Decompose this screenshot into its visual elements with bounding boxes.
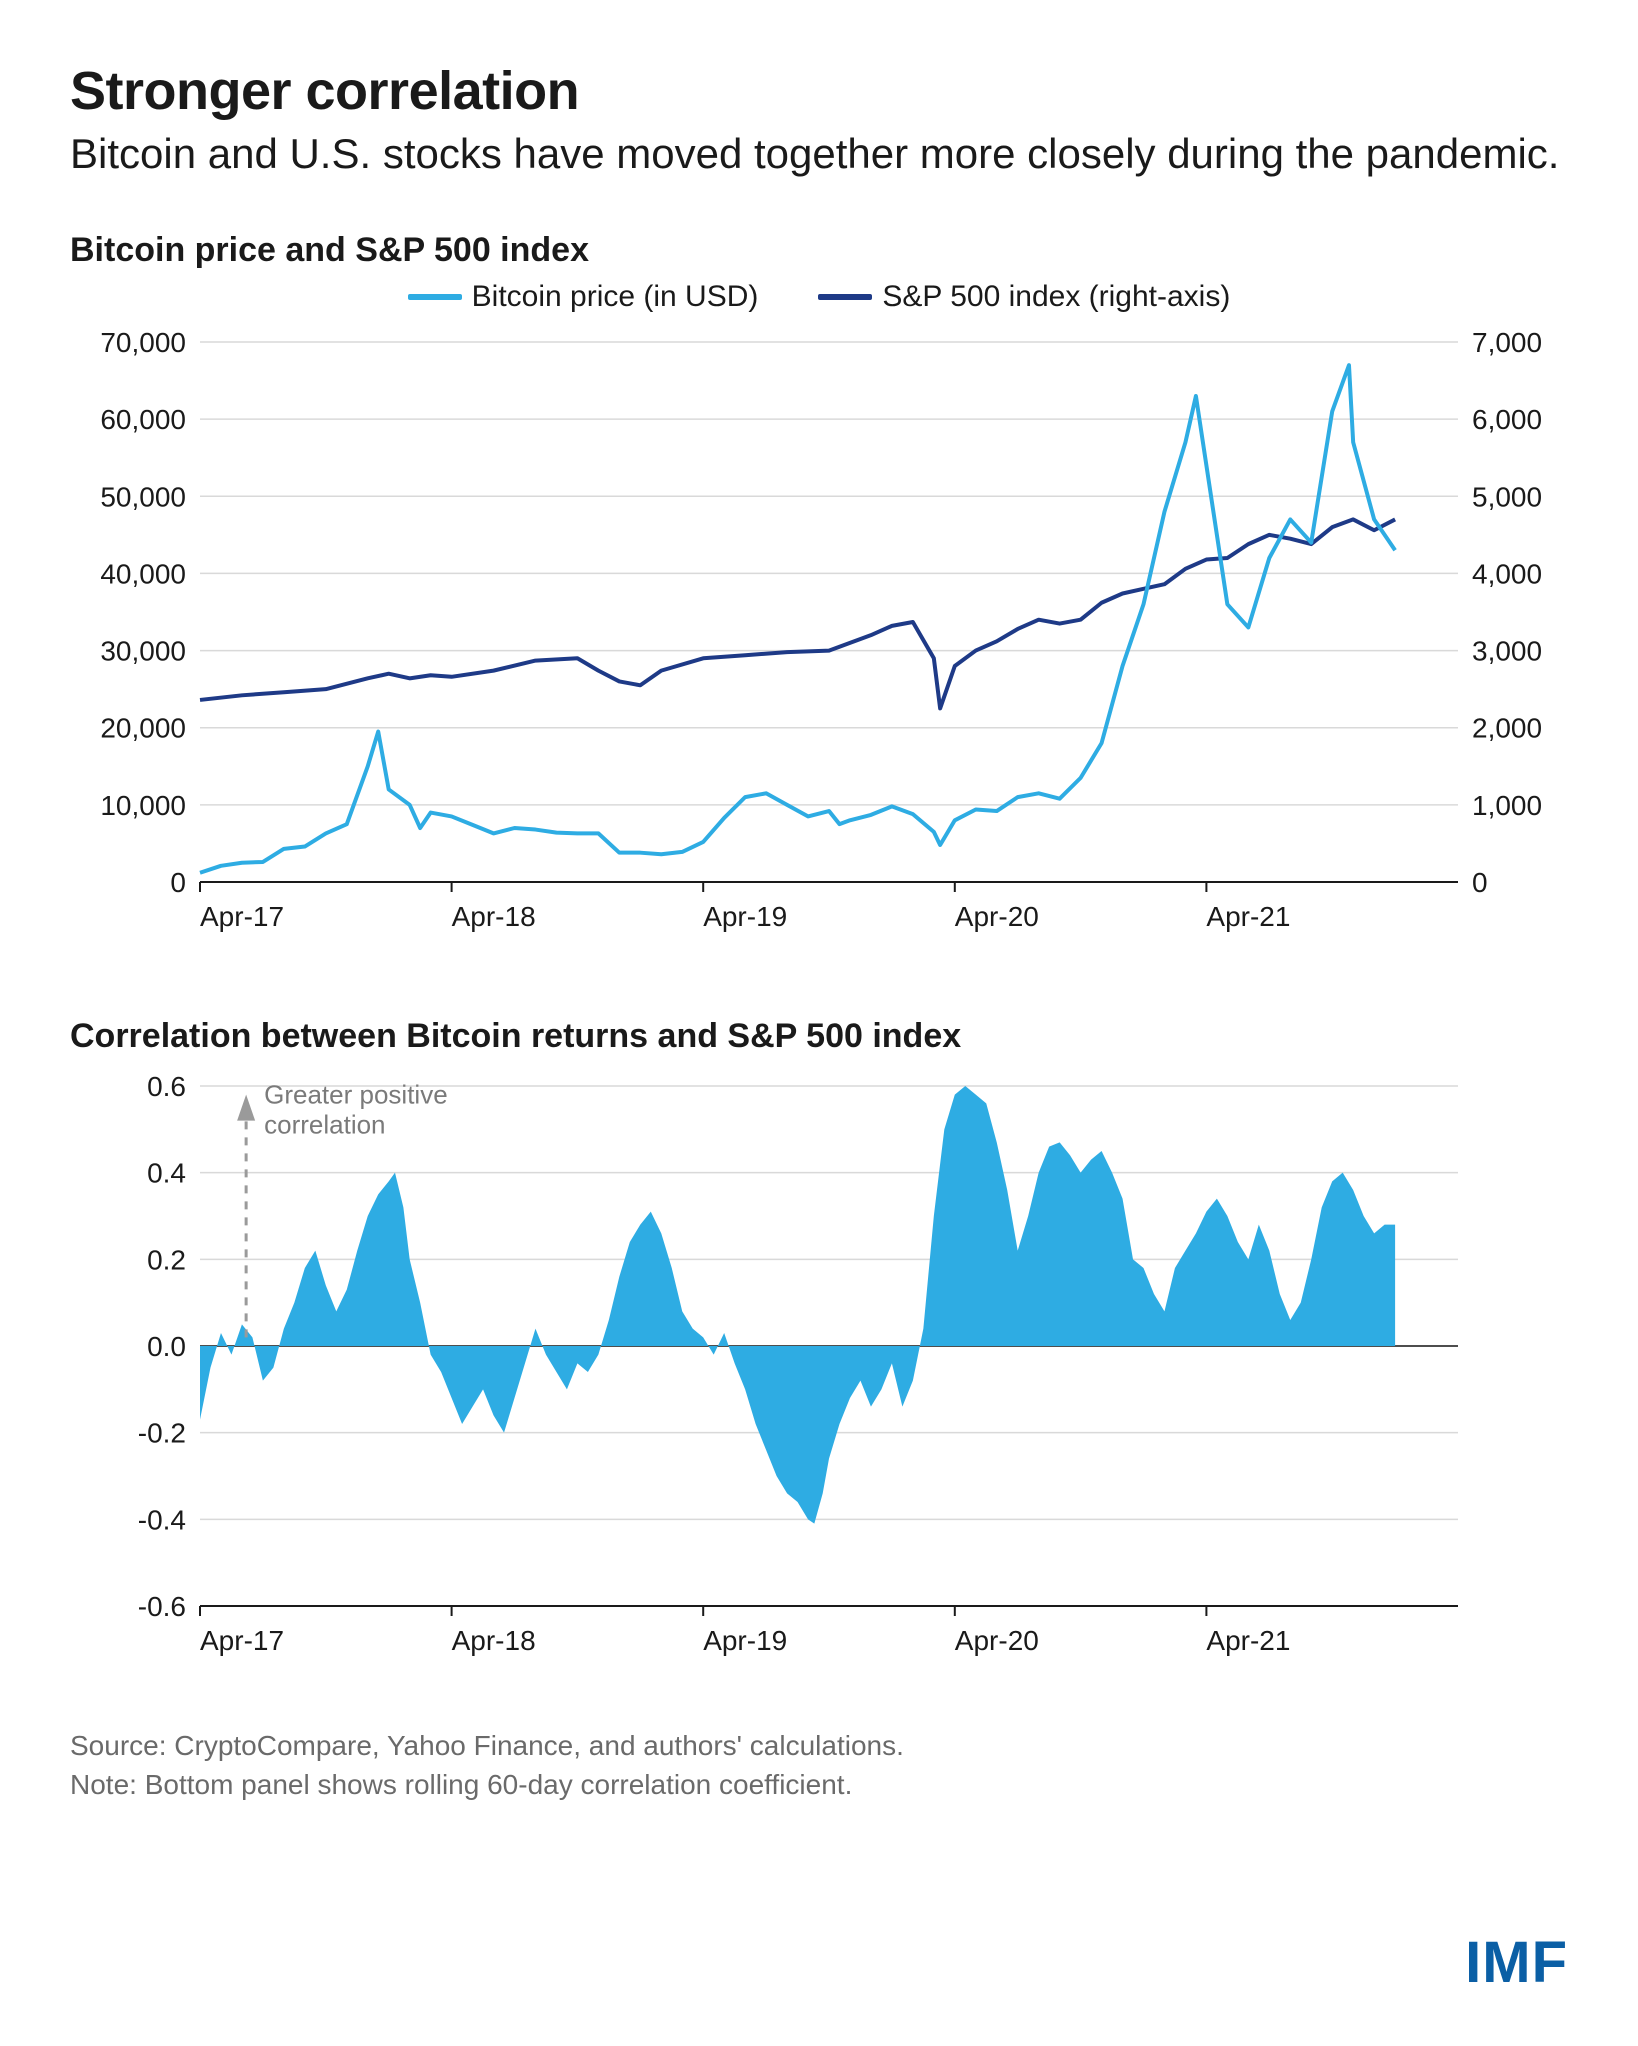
panel1-chart: 0 10,000 20,000 30,000 40,000 50,000 60,000 70,… [70, 322, 1568, 962]
svg-text:30,000: 30,000 [100, 635, 186, 666]
svg-text:0: 0 [170, 867, 186, 898]
svg-text:6,000: 6,000 [1472, 404, 1542, 435]
page-title: Stronger correlation [70, 60, 1568, 122]
svg-text:0.6: 0.6 [147, 1071, 186, 1102]
svg-text:20,000: 20,000 [100, 712, 186, 743]
svg-text:-0.2: -0.2 [138, 1417, 186, 1448]
svg-text:Apr-18: Apr-18 [452, 1625, 536, 1656]
footer-source: Source: CryptoCompare, Yahoo Finance, an… [70, 1726, 1568, 1765]
svg-text:10,000: 10,000 [100, 789, 186, 820]
svg-text:5,000: 5,000 [1472, 481, 1542, 512]
svg-text:Apr-20: Apr-20 [955, 1625, 1039, 1656]
svg-text:Greater positive: Greater positive [264, 1079, 448, 1109]
footer: Source: CryptoCompare, Yahoo Finance, an… [70, 1726, 1568, 1804]
svg-text:Apr-21: Apr-21 [1206, 901, 1290, 932]
page: Stronger correlation Bitcoin and U.S. st… [0, 0, 1638, 2046]
legend-bitcoin: Bitcoin price (in USD) [408, 280, 759, 314]
legend-sp500-label: S&P 500 index (right-axis) [882, 280, 1230, 314]
panel2-svg: -0.6 -0.4 -0.2 0.0 0.2 0.4 0.6 Apr-17 Apr-18 Apr-… [70, 1066, 1568, 1686]
footer-note: Note: Bottom panel shows rolling 60-day … [70, 1765, 1568, 1804]
panel1-title: Bitcoin price and S&P 500 index [70, 231, 1568, 270]
panel2-title: Correlation between Bitcoin returns and … [70, 1017, 1568, 1056]
svg-text:3,000: 3,000 [1472, 635, 1542, 666]
svg-text:2,000: 2,000 [1472, 712, 1542, 743]
legend-bitcoin-swatch [408, 294, 462, 300]
svg-text:7,000: 7,000 [1472, 327, 1542, 358]
svg-text:0.4: 0.4 [147, 1157, 186, 1188]
svg-text:0.0: 0.0 [147, 1331, 186, 1362]
svg-text:50,000: 50,000 [100, 481, 186, 512]
svg-text:70,000: 70,000 [100, 327, 186, 358]
svg-text:Apr-19: Apr-19 [703, 1625, 787, 1656]
svg-text:0: 0 [1472, 867, 1488, 898]
svg-text:Apr-19: Apr-19 [703, 901, 787, 932]
legend-bitcoin-label: Bitcoin price (in USD) [472, 280, 759, 314]
svg-text:Apr-20: Apr-20 [955, 901, 1039, 932]
svg-text:-0.4: -0.4 [138, 1504, 186, 1535]
svg-text:4,000: 4,000 [1472, 558, 1542, 589]
legend-sp500: S&P 500 index (right-axis) [818, 280, 1230, 314]
imf-logo: IMF [1465, 1929, 1568, 1996]
svg-text:Apr-17: Apr-17 [200, 1625, 284, 1656]
svg-text:60,000: 60,000 [100, 404, 186, 435]
svg-text:1,000: 1,000 [1472, 789, 1542, 820]
panel1-legend: Bitcoin price (in USD) S&P 500 index (ri… [70, 280, 1568, 314]
page-subtitle: Bitcoin and U.S. stocks have moved toget… [70, 128, 1568, 181]
svg-text:Apr-17: Apr-17 [200, 901, 284, 932]
svg-text:Apr-21: Apr-21 [1206, 1625, 1290, 1656]
svg-text:correlation: correlation [264, 1109, 385, 1139]
svg-text:0.2: 0.2 [147, 1244, 186, 1275]
panel2-chart: -0.6 -0.4 -0.2 0.0 0.2 0.4 0.6 Apr-17 Apr-18 Apr-… [70, 1066, 1568, 1686]
svg-text:Apr-18: Apr-18 [452, 901, 536, 932]
panel1-svg: 0 10,000 20,000 30,000 40,000 50,000 60,000 70,… [70, 322, 1568, 962]
legend-sp500-swatch [818, 294, 872, 300]
svg-text:40,000: 40,000 [100, 558, 186, 589]
svg-text:-0.6: -0.6 [138, 1591, 186, 1622]
